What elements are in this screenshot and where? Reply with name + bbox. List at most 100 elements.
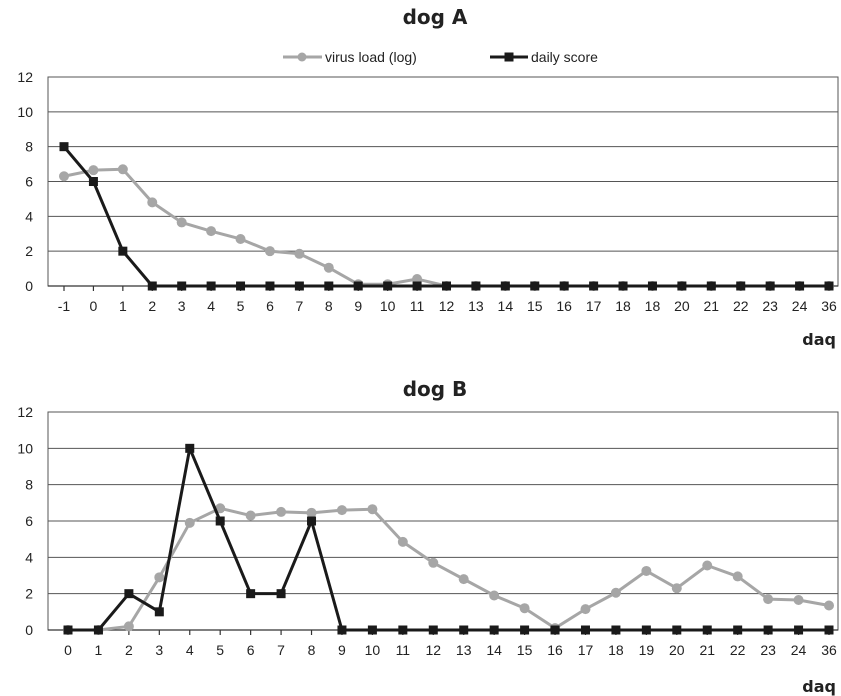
point-daily-score bbox=[589, 281, 599, 291]
x-tick-label: 24 bbox=[792, 298, 808, 314]
y-tick-label: 4 bbox=[25, 208, 33, 224]
x-tick-label: 21 bbox=[704, 298, 720, 314]
point-daily-score bbox=[795, 281, 805, 291]
x-tick-label: 13 bbox=[468, 298, 484, 314]
point-daily-score bbox=[618, 281, 628, 291]
x-tick-label: 11 bbox=[410, 298, 425, 314]
point-daily-score bbox=[154, 607, 164, 617]
x-tick-label: 2 bbox=[148, 298, 156, 314]
x-tick-label: 17 bbox=[578, 642, 594, 658]
x-tick-label: 8 bbox=[308, 642, 316, 658]
point-virus-load-log bbox=[88, 165, 99, 176]
point-daily-score bbox=[236, 281, 246, 291]
x-tick-label: -1 bbox=[58, 298, 71, 314]
point-daily-score bbox=[185, 443, 195, 453]
point-virus-load-log bbox=[306, 507, 317, 518]
point-virus-load-log bbox=[154, 572, 165, 583]
x-tick-label: 10 bbox=[365, 642, 381, 658]
point-daily-score bbox=[398, 625, 408, 635]
point-virus-load-log bbox=[59, 171, 69, 182]
x-tick-label: 22 bbox=[733, 298, 749, 314]
point-daily-score bbox=[324, 281, 334, 291]
point-virus-load-log bbox=[489, 590, 500, 601]
point-daily-score bbox=[672, 625, 682, 635]
legend-item-virus-load: virus load (log) bbox=[283, 49, 417, 65]
point-daily-score bbox=[736, 281, 746, 291]
x-tick-label: 7 bbox=[295, 298, 303, 314]
x-tick-label: 4 bbox=[186, 642, 194, 658]
point-virus-load-log bbox=[245, 510, 256, 521]
x-tick-label: 18 bbox=[608, 642, 624, 658]
point-virus-load-log bbox=[732, 571, 743, 582]
point-daily-score bbox=[337, 625, 347, 635]
point-virus-load-log bbox=[671, 583, 682, 594]
y-tick-label: 6 bbox=[25, 174, 33, 190]
x-tick-label: 36 bbox=[821, 298, 837, 314]
legend-label-daily-score: daily score bbox=[531, 49, 598, 65]
x-tick-label: 16 bbox=[547, 642, 563, 658]
point-daily-score bbox=[765, 281, 775, 291]
x-tick-label: 0 bbox=[64, 642, 72, 658]
x-tick-label: 1 bbox=[95, 642, 103, 658]
x-tick-label: 12 bbox=[439, 298, 455, 314]
point-virus-load-log bbox=[184, 517, 195, 528]
point-virus-load-log bbox=[117, 164, 128, 175]
x-tick-label: 22 bbox=[730, 642, 746, 658]
point-daily-score bbox=[63, 625, 73, 635]
x-tick-label: 10 bbox=[380, 298, 396, 314]
y-tick-label: 0 bbox=[25, 622, 33, 638]
point-virus-load-log bbox=[641, 565, 652, 576]
series-line-virus-load-log bbox=[63, 167, 829, 288]
point-virus-load-log bbox=[206, 226, 217, 237]
x-tick-label: 4 bbox=[207, 298, 215, 314]
point-virus-load-log bbox=[763, 594, 774, 605]
point-daily-score bbox=[124, 589, 134, 599]
x-tick-label: 20 bbox=[669, 642, 685, 658]
point-daily-score bbox=[763, 625, 773, 635]
point-virus-load-log bbox=[428, 557, 439, 568]
point-daily-score bbox=[215, 516, 225, 526]
y-tick-label: 10 bbox=[17, 104, 33, 120]
series-line-daily-score bbox=[68, 446, 829, 632]
x-tick-label: 9 bbox=[338, 642, 346, 658]
y-tick-label: 10 bbox=[17, 440, 33, 456]
point-daily-score bbox=[383, 281, 393, 291]
point-virus-load-log bbox=[397, 536, 408, 547]
x-tick-label: 36 bbox=[821, 642, 837, 658]
point-daily-score bbox=[794, 625, 804, 635]
point-virus-load-log bbox=[580, 604, 591, 615]
x-tick-label: 23 bbox=[762, 298, 778, 314]
x-axis-label: daq bbox=[802, 677, 836, 696]
point-daily-score bbox=[59, 142, 69, 152]
chart-title: dog A bbox=[403, 5, 468, 29]
y-tick-label: 2 bbox=[25, 586, 33, 602]
point-daily-score bbox=[294, 281, 304, 291]
point-daily-score bbox=[88, 177, 98, 186]
x-tick-label: 9 bbox=[354, 298, 362, 314]
x-tick-label: 8 bbox=[325, 298, 333, 314]
x-tick-label: 2 bbox=[125, 642, 133, 658]
point-daily-score bbox=[428, 625, 438, 635]
point-daily-score bbox=[118, 246, 128, 256]
point-daily-score bbox=[702, 625, 712, 635]
point-daily-score bbox=[706, 281, 716, 291]
y-tick-label: 2 bbox=[25, 243, 33, 259]
point-daily-score bbox=[559, 281, 569, 291]
legend-label-virus-load: virus load (log) bbox=[325, 49, 417, 65]
point-virus-load-log bbox=[294, 248, 305, 259]
point-daily-score bbox=[489, 625, 499, 635]
point-virus-load-log bbox=[336, 505, 347, 516]
legend-marker-daily-score bbox=[504, 52, 514, 62]
y-tick-label: 4 bbox=[25, 549, 33, 565]
y-tick-label: 12 bbox=[17, 69, 33, 85]
x-tick-label: 16 bbox=[556, 298, 572, 314]
y-tick-label: 8 bbox=[25, 477, 33, 493]
point-daily-score bbox=[177, 281, 187, 291]
point-daily-score bbox=[93, 625, 103, 635]
x-tick-label: 0 bbox=[90, 298, 98, 314]
point-virus-load-log bbox=[123, 621, 134, 632]
point-daily-score bbox=[641, 625, 651, 635]
